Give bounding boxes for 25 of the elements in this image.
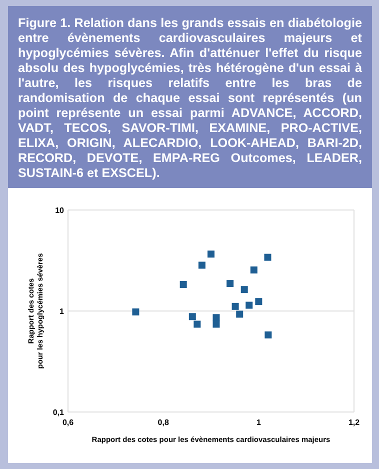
y-tick-label: 1 xyxy=(60,307,65,316)
point xyxy=(255,298,262,306)
point xyxy=(264,254,272,261)
point xyxy=(132,308,140,316)
x-tick-label: 0,8 xyxy=(158,418,170,427)
y-tick-label: 10 xyxy=(55,206,65,215)
y-tick-label: 0,1 xyxy=(52,408,65,417)
point xyxy=(188,313,196,320)
point xyxy=(246,302,253,309)
x-tick-label: 1,2 xyxy=(348,418,360,427)
chart-title: Figure 1. Relation dans les grands essais en diabétologie entre évènements cardiovasculaires majeurs et hypoglycémies sévères. Afin d'atténuer l'effet du risque absolu des hypoglycémies, très hétérogène d'un essai à l'autre, les risques relatifs entre les bras de randomisation de chaque essai sont représentés (un point représente un essai parmi ADVANCE, ACCORD, VADT, TECOS, SAVOR-TIMI, EXAMINE, PRO-ACTIVE, ELIXA, ORIGIN, ALECARDIO, LOOK-AHEAD, BARI-2D, RECORD, DEVOTE, EMPA-REG Outcomes, LEADER, SUSTAIN-6 et EXSCEL). xyxy=(18,16,362,180)
point xyxy=(226,280,234,288)
x-tick-label: 1 xyxy=(256,418,262,427)
point xyxy=(236,310,244,318)
point xyxy=(212,320,220,328)
point xyxy=(232,302,239,310)
point xyxy=(194,320,201,328)
point xyxy=(250,266,258,274)
point xyxy=(208,250,214,258)
point xyxy=(180,280,187,288)
point xyxy=(212,314,220,322)
point xyxy=(264,331,272,338)
point xyxy=(198,262,206,269)
x-tick-label: 0,6 xyxy=(62,418,74,427)
point xyxy=(240,286,248,294)
